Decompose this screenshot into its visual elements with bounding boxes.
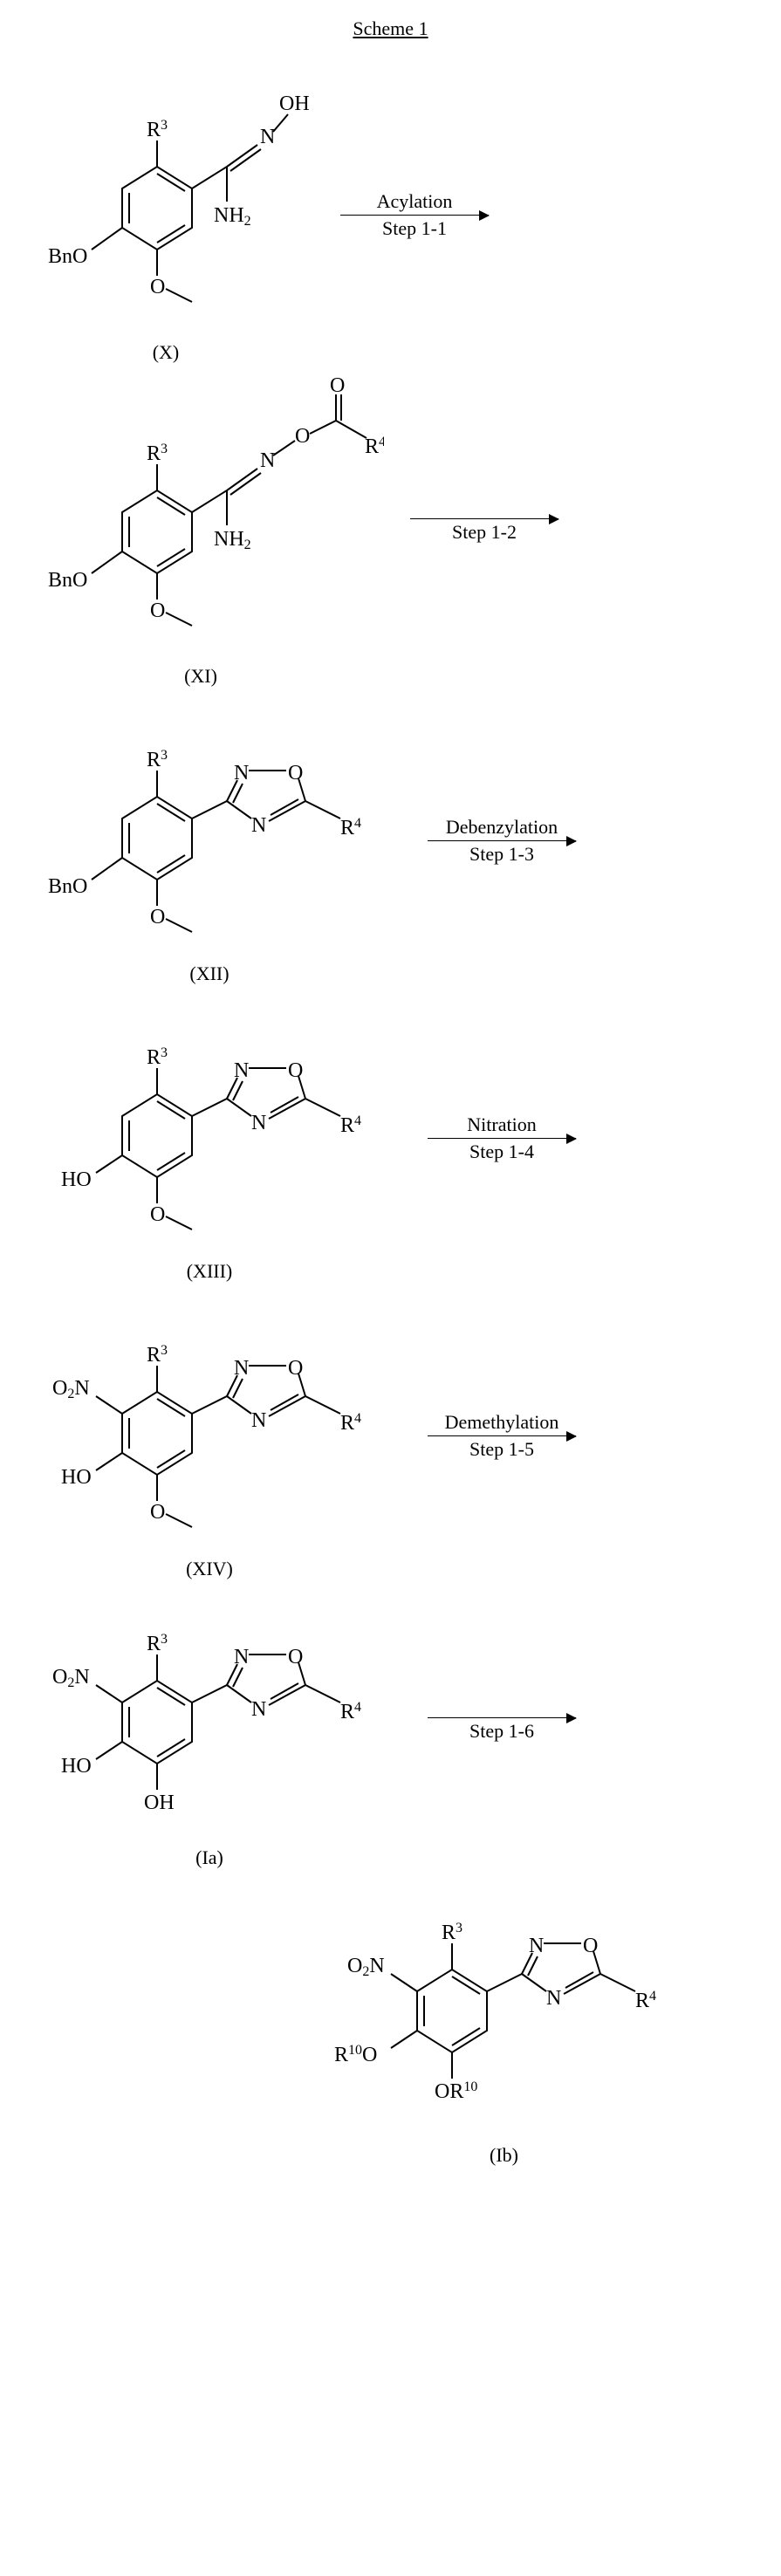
svg-text:N: N (546, 1987, 561, 2010)
arrow-line-1-6 (428, 1717, 576, 1718)
step-row-xi: R3 NH2 N O O R4 BnO O (XI) Step (17, 373, 764, 688)
svg-text:R3: R3 (147, 118, 168, 141)
arrow-top-1-3: Debenzylation (446, 816, 558, 839)
svg-text:O: O (150, 1501, 165, 1524)
step-row-xii: R3 N O N R4 BnO O (XII) Debenzylation (17, 696, 764, 985)
structure-ib-label: (Ib) (490, 2144, 518, 2167)
arrow-step-1-4: Nitration Step 1-4 (428, 1113, 576, 1163)
arrow-step-1-2: Step 1-2 (410, 517, 558, 544)
svg-text:O: O (330, 374, 345, 397)
svg-text:R4: R4 (340, 1700, 361, 1723)
svg-text:HO: HO (61, 1466, 92, 1489)
svg-text:OH: OH (279, 92, 310, 115)
svg-text:R3: R3 (147, 1632, 168, 1655)
arrow-bottom-1-2: Step 1-2 (452, 521, 517, 544)
structure-xii: R3 N O N R4 BnO O (XII) (17, 696, 401, 985)
svg-text:O: O (150, 1203, 165, 1226)
svg-text:O: O (288, 762, 303, 784)
svg-text:HO: HO (61, 1755, 92, 1778)
structure-ia: R3 N O N R4 O2N HO OH (Ia) (17, 1589, 401, 1869)
svg-text:BnO: BnO (48, 569, 87, 592)
structure-ib-svg: R3 N O N R4 O2N R10O OR10 (312, 1878, 696, 2131)
svg-text:O: O (288, 1646, 303, 1668)
structure-xi-svg: R3 NH2 N O O R4 BnO O (17, 373, 384, 652)
svg-text:N: N (251, 1698, 266, 1721)
svg-text:O: O (150, 906, 165, 928)
arrow-bottom-1-5: Step 1-5 (469, 1438, 534, 1461)
svg-text:R3: R3 (147, 1343, 168, 1367)
arrow-line-1-2 (410, 518, 558, 519)
arrow-step-1-3: Debenzylation Step 1-3 (428, 816, 576, 866)
svg-text:N: N (260, 449, 275, 472)
arrow-step-1-6: Step 1-6 (428, 1716, 576, 1743)
step-row-ia: R3 N O N R4 O2N HO OH (Ia) Step 1-6 (17, 1589, 764, 1869)
svg-text:R3: R3 (147, 1045, 168, 1069)
arrow-top-1-1: Acylation (377, 190, 453, 213)
step-row-xiv: R3 N O N R4 O2N HO O (XIV) Demethylation (17, 1291, 764, 1580)
structure-xiii-label: (XIII) (187, 1260, 233, 1283)
arrow-step-1-5: Demethylation Step 1-5 (428, 1411, 576, 1461)
svg-text:O2N: O2N (52, 1666, 90, 1690)
structure-xi: R3 NH2 N O O R4 BnO O (XI) (17, 373, 384, 688)
svg-text:R4: R4 (340, 816, 361, 839)
arrow-top-1-4: Nitration (467, 1113, 536, 1136)
arrow-bottom-1-1: Step 1-1 (382, 217, 447, 240)
structure-xii-label: (XII) (189, 963, 229, 985)
svg-text:NH2: NH2 (214, 204, 251, 229)
svg-text:O: O (288, 1357, 303, 1380)
svg-text:R4: R4 (365, 435, 384, 458)
svg-text:R4: R4 (635, 1989, 656, 2012)
svg-text:O: O (150, 276, 165, 298)
svg-text:N: N (251, 1112, 266, 1134)
arrow-line-1-4 (428, 1138, 576, 1139)
svg-text:BnO: BnO (48, 875, 87, 898)
structure-xiii-svg: R3 N O N R4 HO O (17, 994, 401, 1247)
svg-text:O2N: O2N (52, 1377, 90, 1401)
svg-text:OR10: OR10 (435, 2079, 477, 2103)
structure-xiii: R3 N O N R4 HO O (XIII) (17, 994, 401, 1283)
svg-text:O: O (288, 1059, 303, 1082)
step-row-ib: R3 N O N R4 O2N R10O OR10 (Ib) (244, 1878, 764, 2167)
svg-text:O: O (150, 599, 165, 622)
svg-text:NH2: NH2 (214, 528, 251, 552)
step-row-xiii: R3 N O N R4 HO O (XIII) Nitration Step 1… (17, 994, 764, 1283)
svg-text:O2N: O2N (347, 1955, 385, 1979)
svg-text:O: O (295, 425, 310, 448)
svg-text:BnO: BnO (48, 245, 87, 268)
arrow-line-1-1 (340, 215, 489, 216)
structure-x-svg: R3 NH2 N OH BnO O (17, 66, 314, 328)
svg-text:R10O: R10O (334, 2043, 377, 2066)
structure-x: R3 NH2 N OH BnO O (X) (17, 66, 314, 364)
structure-ib: R3 N O N R4 O2N R10O OR10 (Ib) (312, 1878, 696, 2167)
svg-text:N: N (260, 126, 275, 148)
svg-text:R3: R3 (442, 1921, 462, 1944)
svg-text:R3: R3 (147, 748, 168, 771)
arrow-top-1-5: Demethylation (445, 1411, 559, 1434)
svg-text:R3: R3 (147, 442, 168, 465)
arrow-step-1-1: Acylation Step 1-1 (340, 190, 489, 240)
svg-text:OH: OH (144, 1792, 175, 1814)
structure-xi-label: (XI) (184, 665, 217, 688)
arrow-line-1-5 (428, 1435, 576, 1436)
arrow-bottom-1-3: Step 1-3 (469, 843, 534, 866)
structure-xiv: R3 N O N R4 O2N HO O (XIV) (17, 1291, 401, 1580)
step-row-x: R3 NH2 N OH BnO O (X) Acylation Step 1-1 (17, 66, 764, 364)
svg-text:R4: R4 (340, 1411, 361, 1435)
structure-xiv-svg: R3 N O N R4 O2N HO O (17, 1291, 401, 1545)
structure-ia-label: (Ia) (195, 1846, 223, 1869)
scheme-title: Scheme 1 (17, 17, 764, 40)
svg-text:N: N (251, 1409, 266, 1432)
arrow-bottom-1-6: Step 1-6 (469, 1720, 534, 1743)
svg-text:R4: R4 (340, 1113, 361, 1137)
structure-x-label: (X) (153, 341, 180, 364)
arrow-bottom-1-4: Step 1-4 (469, 1141, 534, 1163)
structure-ia-svg: R3 N O N R4 O2N HO OH (17, 1589, 401, 1833)
arrow-line-1-3 (428, 840, 576, 841)
svg-text:O: O (583, 1935, 598, 1957)
structure-xii-svg: R3 N O N R4 BnO O (17, 696, 401, 949)
svg-text:HO: HO (61, 1168, 92, 1191)
structure-xiv-label: (XIV) (186, 1558, 233, 1580)
svg-text:N: N (251, 814, 266, 837)
